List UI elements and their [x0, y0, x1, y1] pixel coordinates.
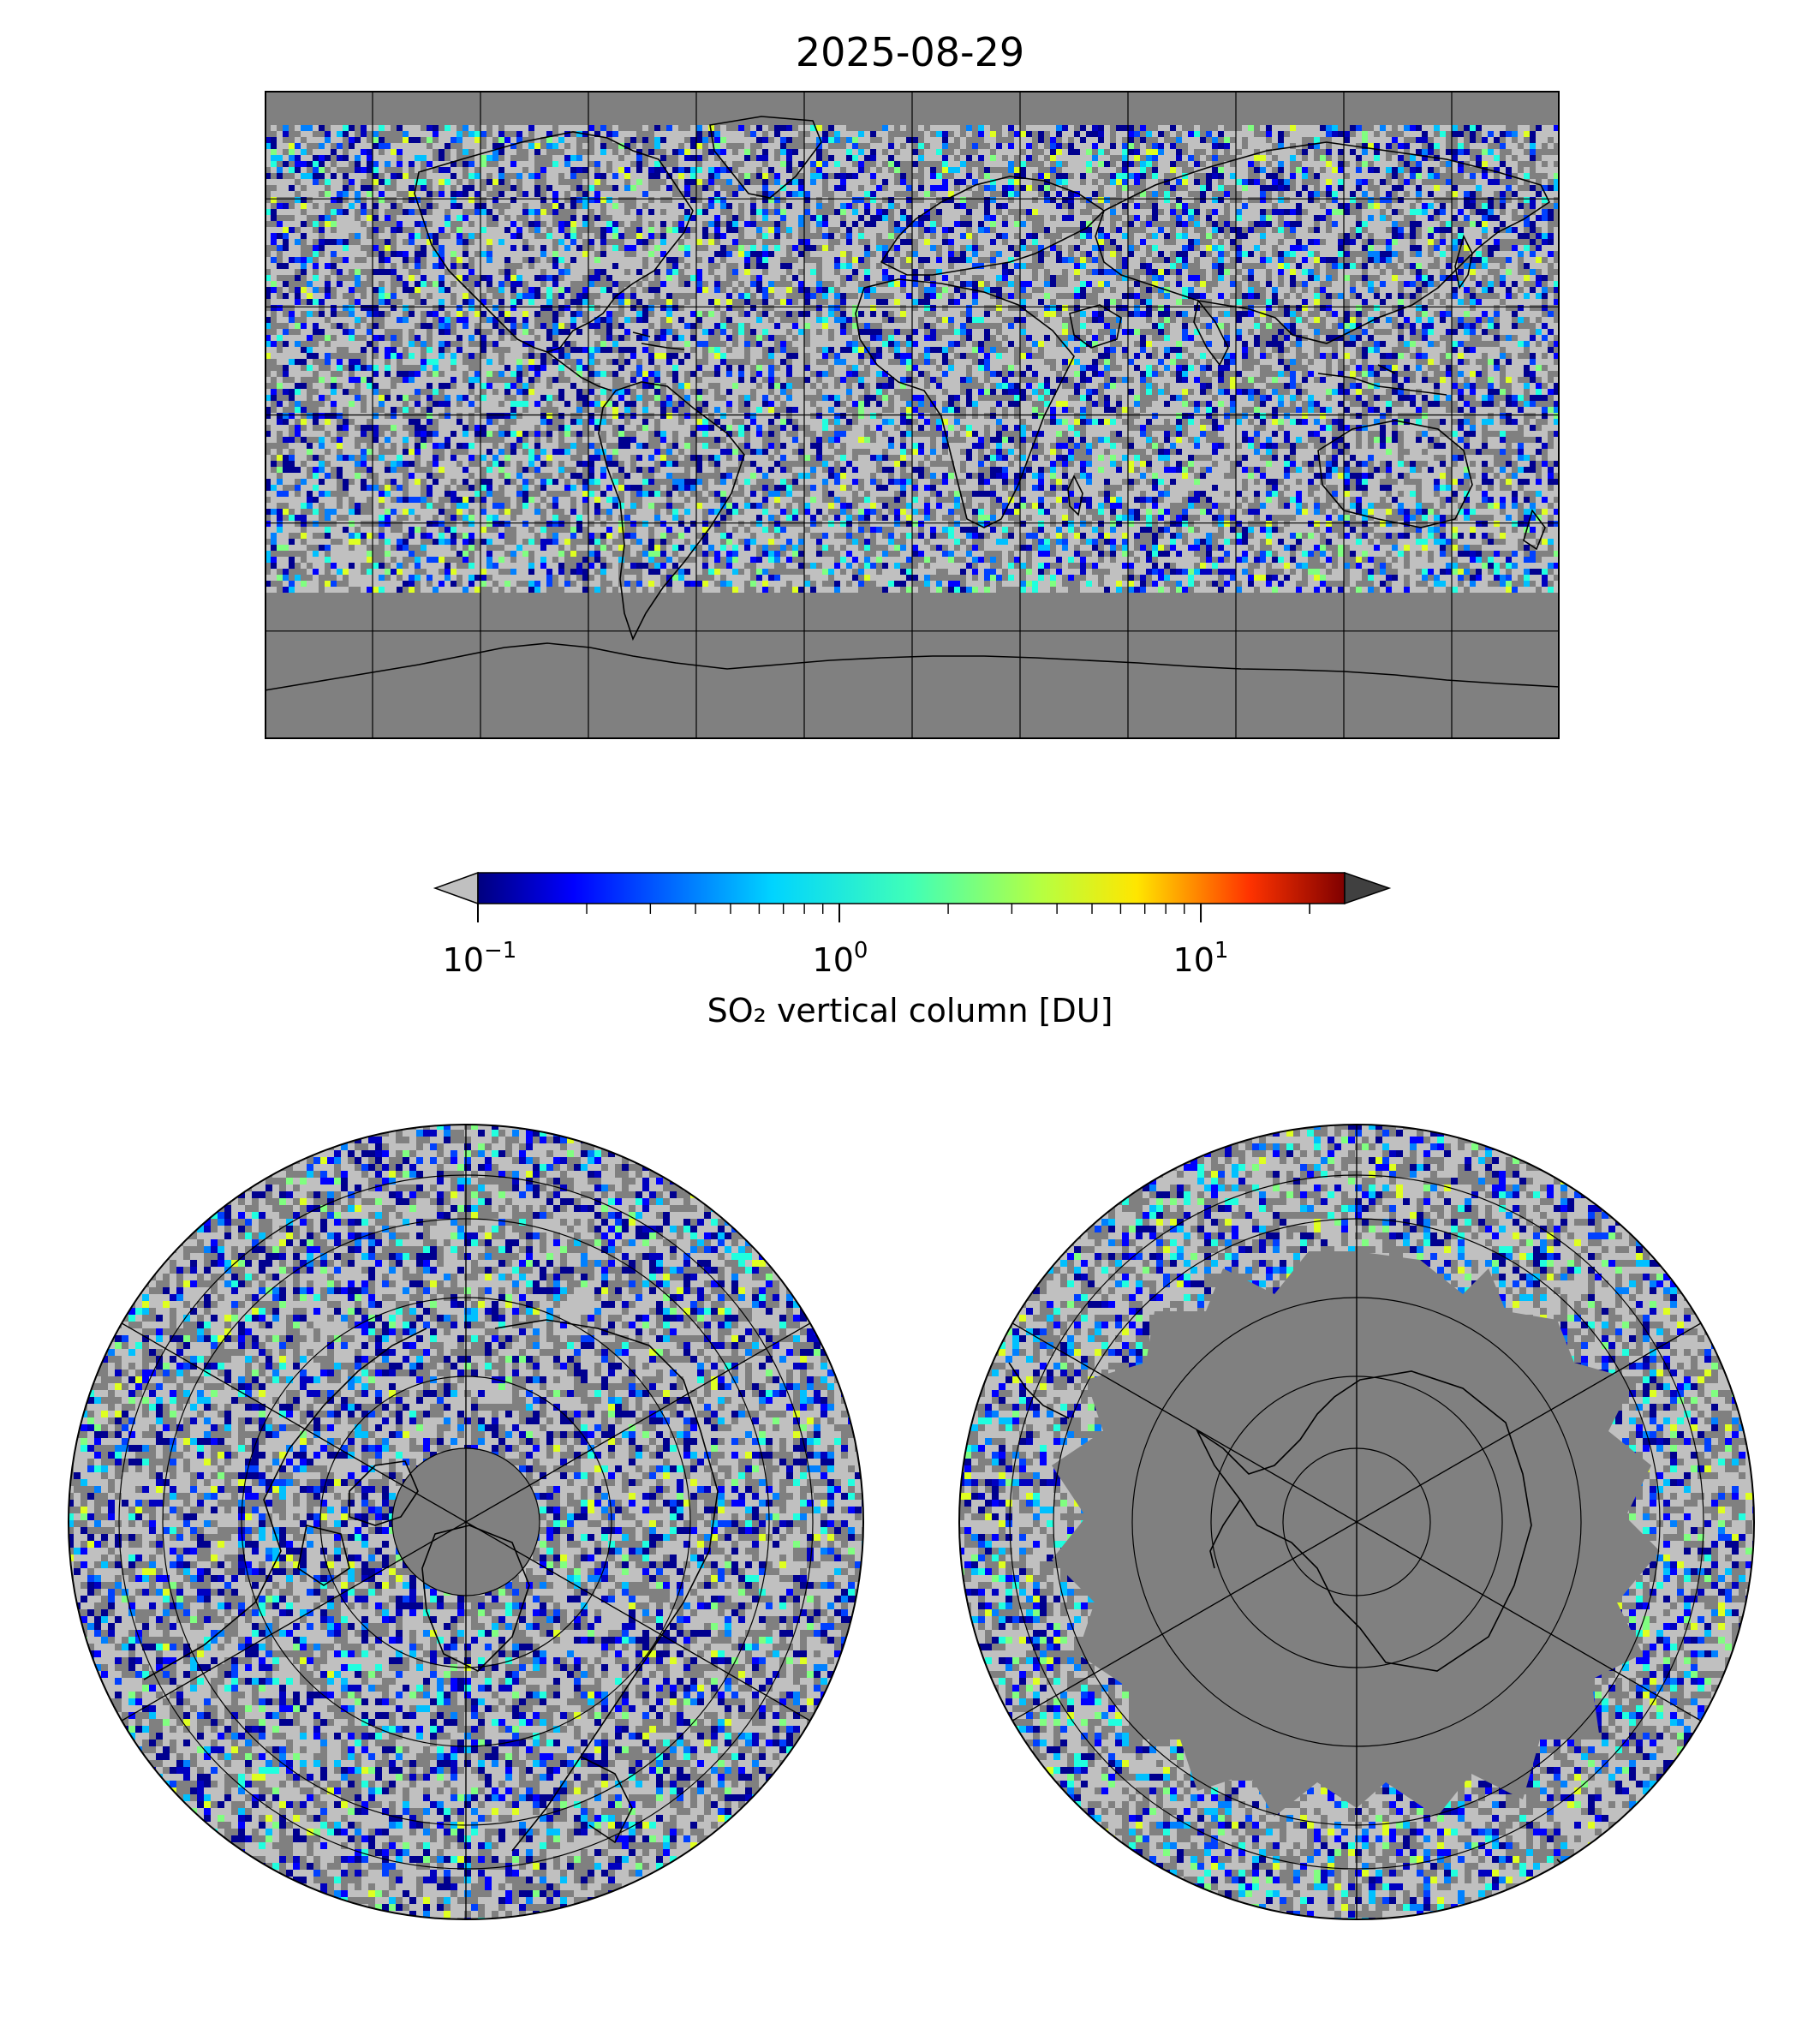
coastline-north-america	[143, 1328, 427, 1680]
north-gridlines	[116, 1125, 815, 1919]
coastline-africa	[855, 278, 1075, 528]
coastline-north-america	[414, 131, 694, 353]
figure-title: 2025-08-29	[0, 29, 1820, 75]
coastline-greenland	[709, 116, 822, 199]
coastline-arabia	[1069, 304, 1122, 349]
world-map	[265, 91, 1560, 739]
world-coastlines	[265, 116, 1560, 691]
coastline-madagascar	[1067, 474, 1083, 516]
coastline-caribbean	[632, 331, 685, 350]
coastline-india	[1193, 299, 1229, 367]
world-so2-field	[265, 125, 1560, 593]
coastline-asia	[1095, 141, 1551, 344]
coastline-antarctica	[265, 642, 1560, 691]
coastline-canadian-archipelago	[297, 1460, 419, 1586]
coastline-eurasia	[494, 1319, 719, 1852]
coastline-new-zealand	[1523, 509, 1546, 551]
coastline-indonesia	[1317, 364, 1447, 396]
colorbar-tick-label-1: 100	[813, 938, 868, 979]
coastline-central-america	[546, 351, 612, 391]
coastline-antarctica	[1195, 1370, 1532, 1672]
north-polar-map	[68, 1124, 864, 1920]
world-map-frame	[265, 91, 1560, 739]
colorbar-over-extension	[1344, 871, 1392, 905]
colorbar	[433, 871, 1392, 922]
colorbar-under-extension	[433, 871, 479, 905]
north-coastlines	[143, 1319, 719, 1852]
south-map-frame	[958, 1124, 1755, 1920]
world-gridlines	[265, 91, 1560, 739]
south-no-data-region	[1052, 1251, 1660, 1817]
colorbar-label: SO₂ vertical column [DU]	[0, 992, 1820, 1029]
coastline-scandinavia	[580, 1756, 633, 1844]
coastline-australia	[1317, 420, 1473, 528]
coastline-south-america	[598, 381, 745, 642]
coastline-japan	[1454, 234, 1473, 290]
colorbar-gradient	[477, 872, 1346, 904]
coastline-antarctic-peninsula	[1209, 1499, 1241, 1569]
coastline-greenland	[421, 1525, 530, 1672]
colorbar-ticks	[477, 904, 1310, 922]
south-polar-map	[958, 1124, 1755, 1920]
north-map-frame	[68, 1124, 864, 1920]
colorbar-tick-label-0: 10−1	[443, 938, 517, 979]
colorbar-tick-label-2: 101	[1173, 938, 1229, 979]
north-so2-field	[69, 1125, 863, 1919]
coastline-south-america-tip	[1008, 1362, 1070, 1419]
south-gridlines	[1007, 1125, 1706, 1919]
coastline-europe	[880, 176, 1106, 276]
